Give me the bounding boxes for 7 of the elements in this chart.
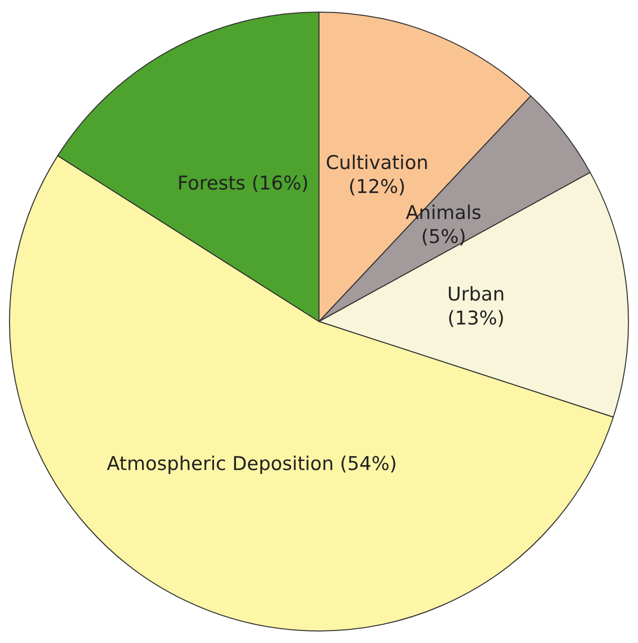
slice-label: Urban [447, 284, 505, 306]
data-label: (13%) [447, 308, 505, 330]
data-label: (12%) [348, 176, 406, 198]
data-label: (5%) [421, 226, 466, 248]
slice-label: Forests (16%) [177, 172, 309, 194]
slice-label: Cultivation [326, 152, 428, 174]
slice-label: Atmospheric Deposition (54%) [106, 453, 397, 476]
